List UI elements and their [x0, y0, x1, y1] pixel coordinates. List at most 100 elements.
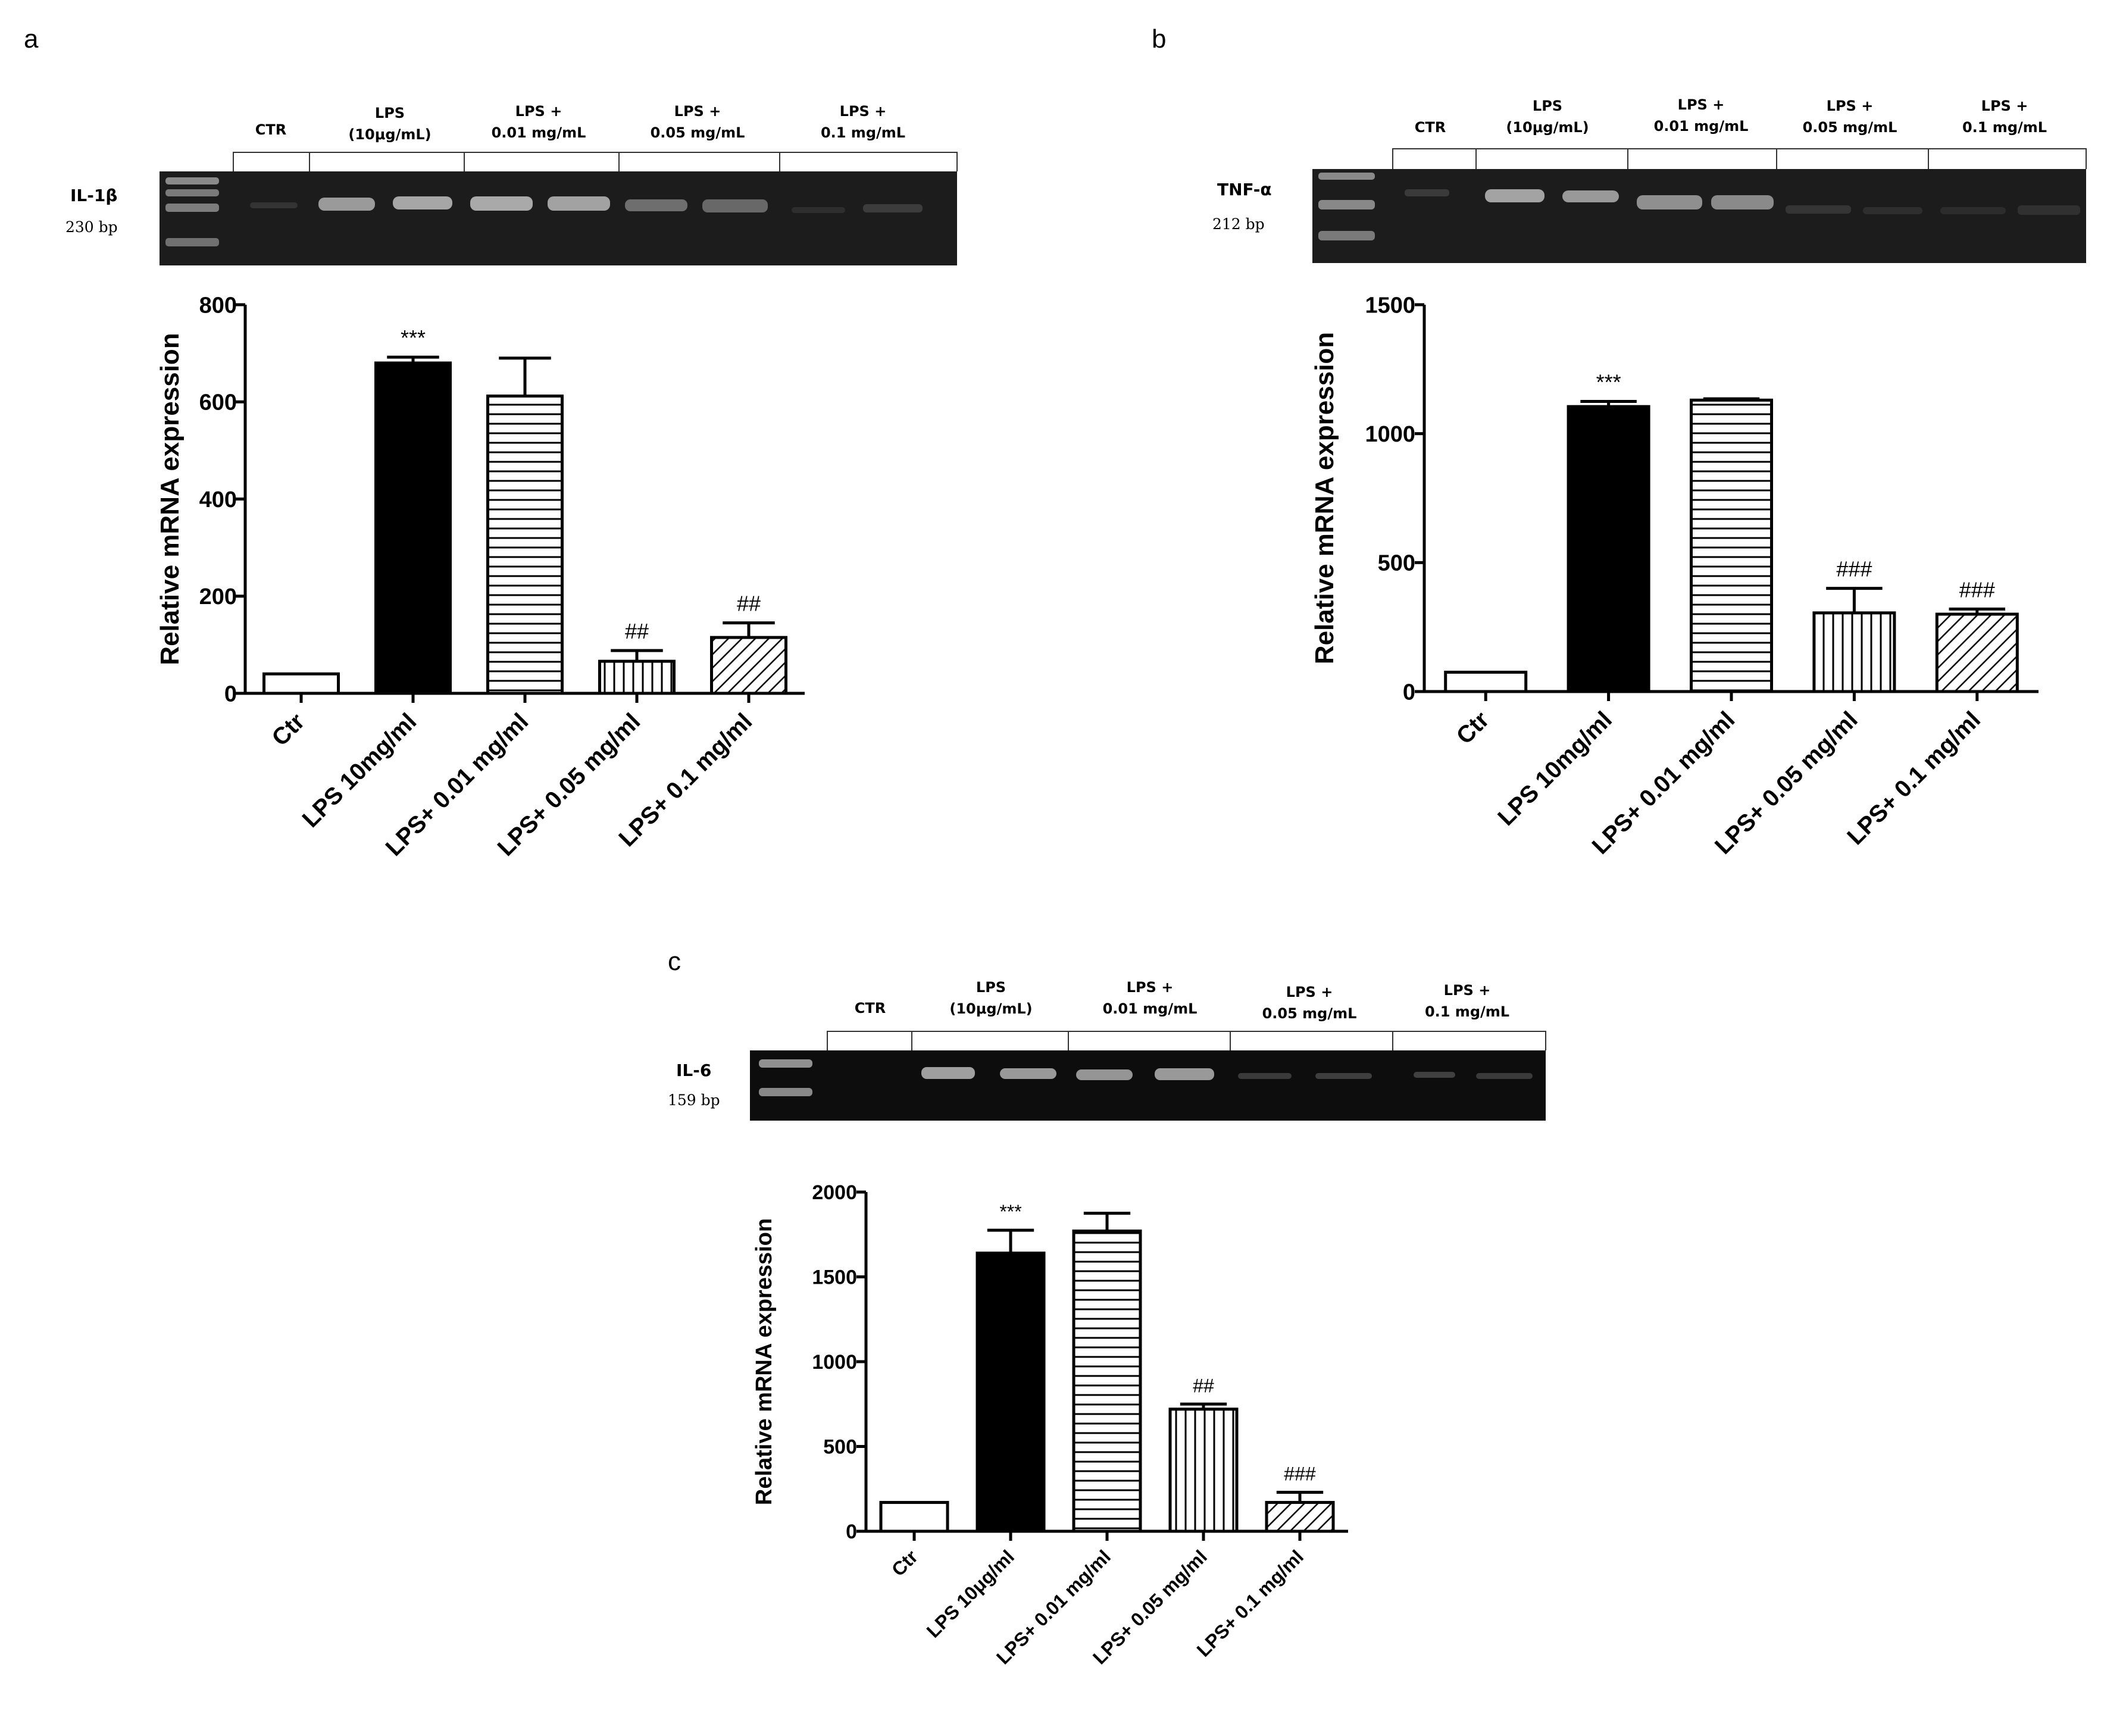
bar [1072, 1230, 1142, 1533]
significance-label: *** [999, 1201, 1021, 1222]
lane-headers: CTR LPS (10μg/mL) LPS + 0.01 mg/mL LPS +… [255, 103, 905, 143]
category-label: Ctr [267, 708, 309, 751]
lane-label-01-line1: LPS + [840, 103, 887, 120]
gel-image [750, 1050, 1546, 1121]
bar [1265, 1501, 1335, 1533]
lane-label-ctr: CTR [855, 1000, 886, 1016]
category-label: LPS+ 0.1 mg/ml [1842, 706, 1986, 850]
y-tick-label: 500 [1378, 551, 1415, 576]
bar [374, 361, 452, 695]
lane-label-lps-line2: (10μg/mL) [1506, 119, 1589, 136]
bar [976, 1252, 1046, 1533]
lane-brackets [827, 1031, 1546, 1050]
y-tick-label: 1500 [812, 1266, 857, 1288]
bar [1567, 405, 1650, 693]
lane-label-01-line1: LPS + [1981, 98, 2028, 114]
lane-label-005-line2: 0.05 mg/mL [1262, 1005, 1357, 1022]
category-label: Ctr [887, 1546, 922, 1580]
lane-label-01-line2: 0.1 mg/mL [1425, 1003, 1509, 1020]
lane-label-001-line2: 0.01 mg/mL [1103, 1000, 1198, 1017]
y-tick-label: 400 [199, 487, 237, 512]
bar [1168, 1407, 1239, 1533]
significance-label: ### [1836, 557, 1872, 581]
lane-headers: CTR LPS (10μg/mL) LPS + 0.01 mg/mL LPS +… [1415, 96, 2047, 136]
panel-c: c CTR LPS (10μg/mL) LPS + 0.01 mg/mL LPS… [668, 947, 1546, 1668]
lane-label-001-line2: 0.01 mg/mL [492, 124, 586, 141]
significance-label: ### [1959, 577, 1995, 602]
lane-brackets [233, 152, 958, 171]
lane-label-01-line1: LPS + [1444, 982, 1491, 999]
bar-chart-c: 0 500 1000 1500 2000 Relative mRNA expression… [752, 1181, 1348, 1668]
category-label: Ctr [1452, 706, 1495, 749]
bar-chart-b: 0 500 1000 1500 Relative mRNA expression Ctr *… [1310, 293, 2039, 859]
bar [1444, 671, 1528, 693]
amplicon-size: 230 bp [65, 218, 118, 236]
panel-letter: a [24, 24, 39, 54]
y-tick-label: 0 [224, 681, 237, 706]
panel-a: a CTR LPS (10μg/mL) LPS + 0.01 mg/mL LPS… [24, 24, 958, 861]
lane-label-001-line2: 0.01 mg/mL [1654, 118, 1749, 134]
gel-image [1312, 169, 2086, 263]
y-tick-label: 500 [823, 1435, 857, 1458]
significance-label: ## [1193, 1375, 1214, 1396]
bar [879, 1501, 949, 1533]
bar [1812, 611, 1896, 693]
category-label: LPS 10mg/ml [298, 708, 422, 833]
significance-label: ## [625, 619, 649, 643]
bar [598, 659, 676, 695]
lane-label-005-line2: 0.05 mg/mL [651, 124, 745, 141]
significance-label: *** [1596, 370, 1621, 395]
lane-label-001-line1: LPS + [1678, 96, 1725, 113]
category-label: LPS 10mg/ml [1493, 706, 1617, 831]
lane-label-lps-line1: LPS [375, 105, 405, 121]
gene-label: IL-6 [676, 1061, 711, 1080]
gene-label: TNF-α [1217, 180, 1272, 199]
bar [1935, 612, 2019, 693]
y-tick-label: 2000 [812, 1181, 857, 1204]
significance-label: *** [401, 326, 426, 350]
lane-label-ctr: CTR [1415, 119, 1446, 136]
category-label: LPS+ 0.1 mg/ml [1193, 1546, 1308, 1660]
lane-label-lps-line2: (10μg/mL) [949, 1000, 1032, 1017]
lane-label-lps-line2: (10μg/mL) [348, 126, 431, 143]
y-tick-label: 1000 [812, 1351, 857, 1374]
gel-image [160, 171, 957, 265]
lane-label-001-line1: LPS + [1127, 979, 1174, 996]
lane-label-005-line2: 0.05 mg/mL [1803, 119, 1897, 136]
amplicon-size: 212 bp [1212, 215, 1265, 233]
bar-chart-a: 0 200 400 600 800 Relative mRNA expression Ctr… [155, 293, 805, 861]
lane-label-01-line2: 0.1 mg/mL [1962, 119, 2047, 136]
bar [262, 672, 340, 695]
lane-label-lps-line1: LPS [1533, 98, 1562, 114]
y-axis-title: Relative mRNA expression [1310, 332, 1339, 664]
bar [1690, 398, 1773, 693]
lane-label-ctr: CTR [255, 121, 286, 138]
category-label: LPS 10μg/ml [923, 1546, 1018, 1641]
gene-label: IL-1β [70, 186, 117, 205]
lane-headers: CTR LPS (10μg/mL) LPS + 0.01 mg/mL LPS +… [855, 979, 1509, 1022]
significance-label: ## [737, 592, 761, 616]
significance-label: ### [1284, 1463, 1316, 1484]
panel-letter: c [668, 947, 681, 976]
y-tick-label: 0 [846, 1521, 857, 1543]
y-tick-label: 200 [199, 584, 237, 609]
y-tick-label: 800 [199, 293, 237, 318]
lane-label-005-line1: LPS + [674, 103, 721, 120]
panel-b: b CTR LPS (10μg/mL) LPS + 0.01 mg/mL LPS… [1152, 24, 2087, 859]
y-axis-title: Relative mRNA expression [752, 1218, 777, 1505]
bar [710, 636, 787, 695]
lane-label-01-line2: 0.1 mg/mL [821, 124, 905, 141]
bar [486, 394, 564, 695]
lane-brackets [1392, 148, 2087, 169]
y-tick-label: 1000 [1365, 422, 1415, 447]
lane-label-005-line1: LPS + [1286, 984, 1333, 1000]
y-tick-label: 0 [1403, 680, 1415, 705]
lane-label-001-line1: LPS + [515, 103, 562, 120]
y-axis-title: Relative mRNA expression [155, 333, 185, 665]
panel-letter: b [1152, 24, 1166, 54]
y-tick-label: 1500 [1365, 293, 1415, 318]
amplicon-size: 159 bp [668, 1091, 720, 1109]
lane-label-005-line1: LPS + [1827, 98, 1874, 114]
lane-label-lps-line1: LPS [976, 979, 1006, 996]
